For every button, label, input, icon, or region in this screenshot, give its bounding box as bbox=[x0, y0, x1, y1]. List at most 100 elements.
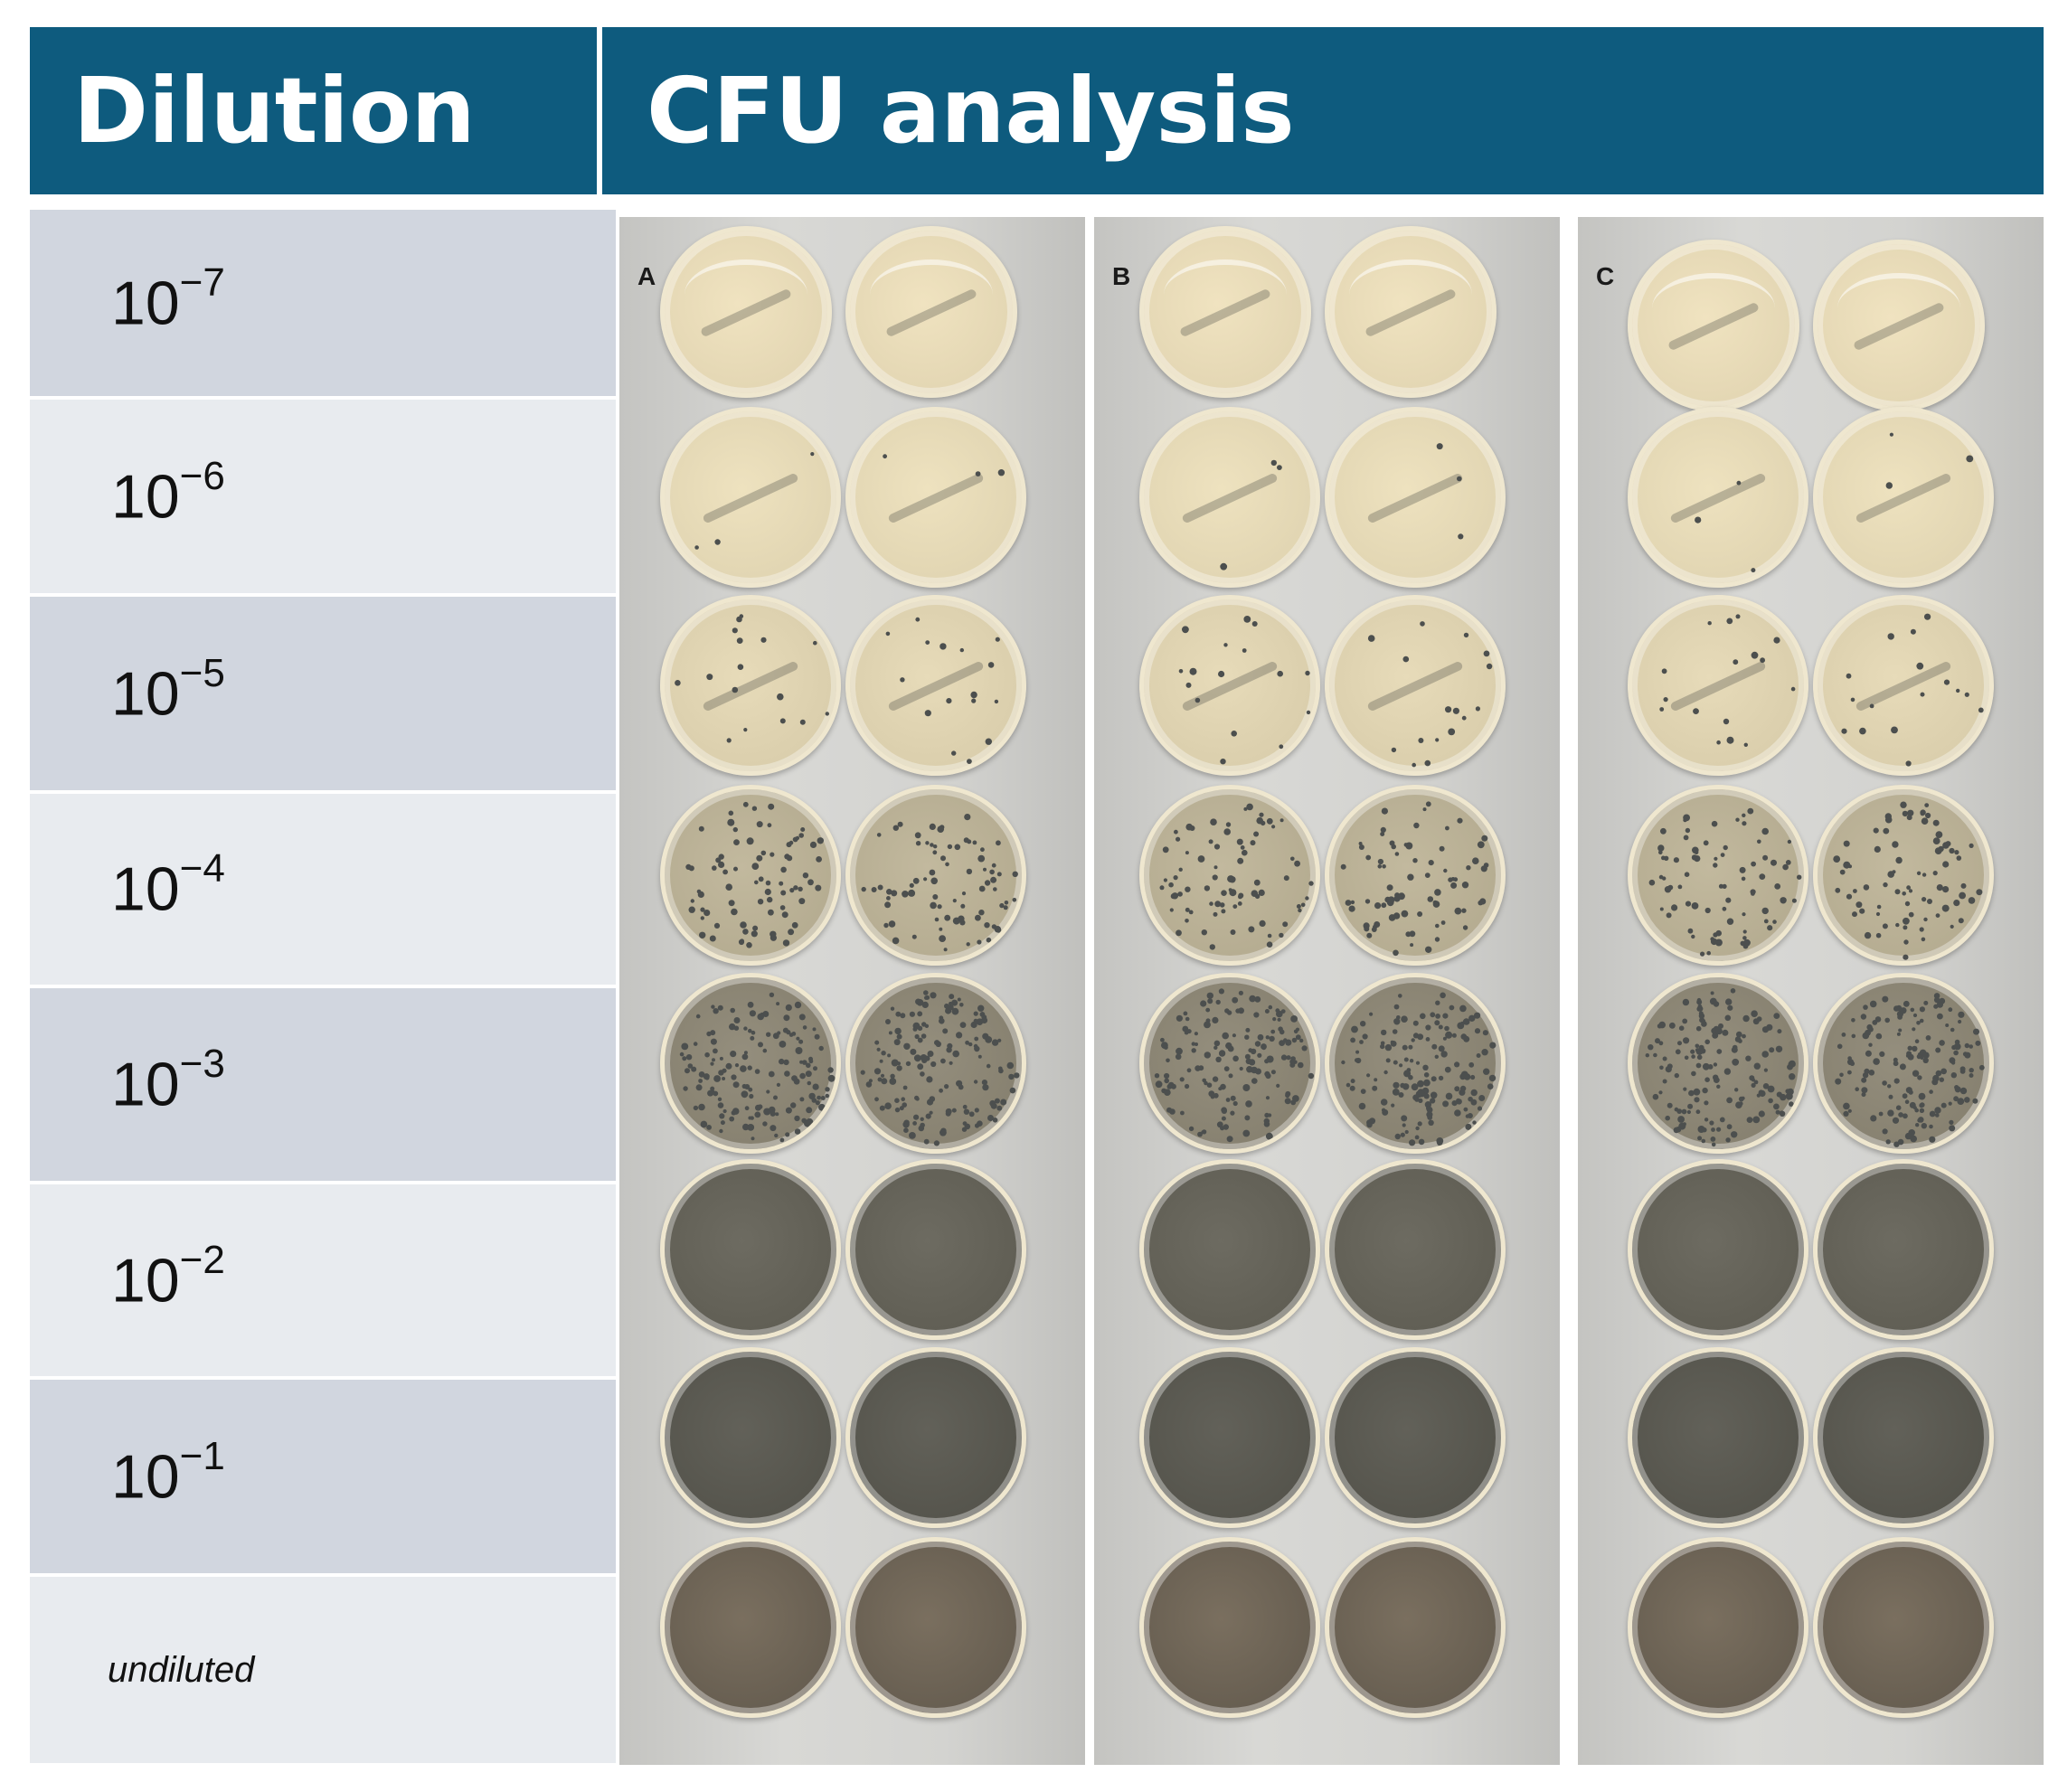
colony-dot bbox=[1253, 879, 1261, 886]
colony-dot bbox=[1212, 1076, 1219, 1082]
dilution-base: 10 bbox=[111, 659, 180, 729]
colony-dot bbox=[1265, 1035, 1270, 1040]
colony-dot bbox=[1453, 877, 1459, 882]
colony-dot bbox=[1759, 873, 1766, 880]
colony-dot bbox=[1194, 697, 1201, 703]
colony-dot bbox=[770, 1125, 777, 1132]
colony-dot bbox=[1761, 1051, 1769, 1058]
colony-dot bbox=[952, 917, 960, 925]
colony-dot bbox=[762, 1121, 768, 1127]
colony-dot bbox=[1185, 851, 1189, 855]
colony-dot bbox=[703, 910, 711, 917]
colony-dot bbox=[1401, 910, 1409, 918]
colony-dot bbox=[1906, 1051, 1912, 1057]
colony-dot bbox=[1696, 1054, 1703, 1061]
colony-dot bbox=[1205, 1007, 1211, 1013]
colony-dot bbox=[1235, 1008, 1241, 1014]
colony-dot bbox=[1916, 662, 1924, 670]
colony-dot bbox=[1927, 899, 1932, 904]
colony-dot bbox=[1164, 1089, 1171, 1096]
colony-dot bbox=[1191, 1042, 1195, 1046]
colony-dot bbox=[1283, 1038, 1288, 1042]
colony-dot bbox=[712, 865, 717, 871]
colony-dot bbox=[1874, 845, 1881, 853]
colony-dot bbox=[1751, 568, 1756, 573]
colony-dot bbox=[1682, 998, 1690, 1006]
colony-dot bbox=[1481, 835, 1488, 842]
colony-dot bbox=[1159, 885, 1165, 891]
colony-dot bbox=[902, 1085, 908, 1090]
colony-dot bbox=[954, 844, 961, 851]
colony-dot bbox=[1257, 1033, 1264, 1041]
colonies bbox=[1648, 807, 1802, 957]
colony-dot bbox=[1932, 1074, 1940, 1082]
colony-dot bbox=[1878, 1111, 1884, 1117]
colony-dot bbox=[1964, 692, 1969, 697]
colony-dot bbox=[1661, 855, 1666, 861]
agar-plate bbox=[845, 1159, 1026, 1340]
colony-dot bbox=[1718, 883, 1723, 889]
colony-dot bbox=[1434, 889, 1441, 896]
colony-dot bbox=[1213, 844, 1221, 850]
colony-dot bbox=[720, 1120, 725, 1126]
colony-dot bbox=[888, 1031, 892, 1035]
colony-dot bbox=[1308, 1072, 1315, 1080]
agar-plate bbox=[1139, 785, 1320, 966]
colony-dot bbox=[977, 1004, 985, 1012]
dilution-row: 10−2 bbox=[30, 1184, 616, 1380]
colony-dot bbox=[942, 1028, 949, 1034]
colonies bbox=[694, 452, 815, 550]
colony-dot bbox=[1898, 1028, 1903, 1033]
colony-dot bbox=[1188, 1126, 1194, 1132]
colony-dot bbox=[1712, 1032, 1719, 1039]
colony-dot bbox=[1691, 1070, 1696, 1077]
colony-dot bbox=[929, 869, 936, 876]
colony-dot bbox=[1731, 1131, 1738, 1138]
colony-dot bbox=[751, 806, 758, 811]
colony-dot bbox=[1427, 1115, 1433, 1120]
colony-dot bbox=[760, 850, 767, 856]
colony-dot bbox=[1882, 995, 1889, 1003]
colony-dot bbox=[1412, 1020, 1419, 1026]
colony-dot bbox=[1301, 1045, 1308, 1052]
dilution-row: 10−1 bbox=[30, 1380, 616, 1577]
colony-dot bbox=[825, 712, 829, 716]
colony-dot bbox=[685, 863, 692, 870]
colony-dot bbox=[1286, 1055, 1291, 1061]
plate-sheen bbox=[684, 259, 808, 330]
colony-dot bbox=[1269, 1035, 1275, 1042]
colony-dot bbox=[1904, 1099, 1910, 1104]
colony-dot bbox=[1185, 886, 1191, 892]
dilution-row: 10−6 bbox=[30, 400, 616, 597]
colony-dot bbox=[1751, 1010, 1758, 1017]
colony-dot bbox=[1253, 1012, 1260, 1018]
colony-dot bbox=[948, 1004, 954, 1011]
colony-dot bbox=[1000, 1099, 1007, 1106]
colony-dot bbox=[876, 833, 882, 837]
colony-dot bbox=[798, 1039, 804, 1044]
colony-dot bbox=[1929, 1089, 1933, 1094]
colony-dot bbox=[731, 908, 738, 916]
colony-dot bbox=[691, 1066, 697, 1072]
panel-letter: A bbox=[637, 262, 656, 290]
colony-dot bbox=[1454, 1109, 1461, 1117]
colony-dot bbox=[1367, 635, 1375, 642]
colony-dot bbox=[1461, 715, 1467, 721]
colony-dot bbox=[1296, 904, 1301, 909]
colony-dot bbox=[890, 1006, 895, 1011]
colony-dot bbox=[1409, 1139, 1416, 1146]
colony-dot bbox=[779, 905, 786, 910]
colony-dot bbox=[940, 643, 947, 650]
colony-dot bbox=[806, 1062, 811, 1069]
colony-dot bbox=[1972, 1098, 1978, 1104]
colony-dot bbox=[895, 1011, 902, 1017]
colony-dot bbox=[749, 1010, 756, 1017]
colony-dot bbox=[722, 1108, 727, 1114]
colony-dot bbox=[752, 925, 759, 931]
colony-dot bbox=[806, 1107, 813, 1114]
colony-dot bbox=[757, 899, 764, 905]
colony-dot bbox=[788, 929, 795, 936]
colony-dot bbox=[891, 1059, 899, 1067]
colony-dot bbox=[1887, 1109, 1894, 1117]
colony-dot bbox=[1477, 841, 1485, 849]
